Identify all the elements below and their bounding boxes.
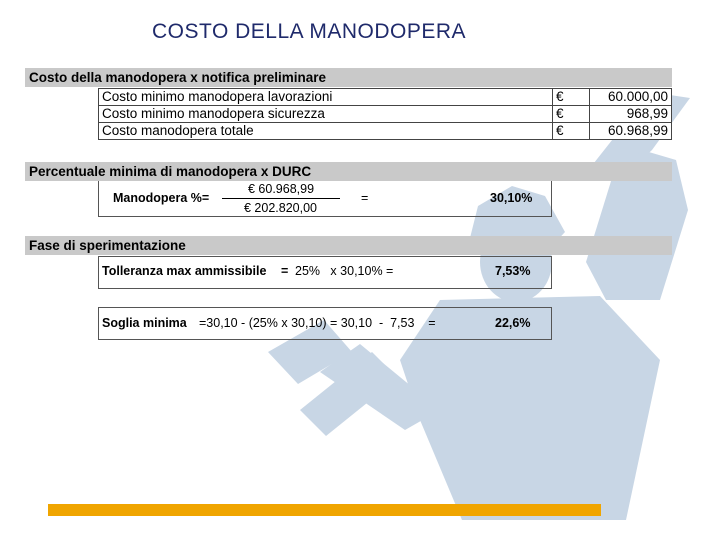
tolerance-expression: 25% x 30,10% =: [295, 264, 394, 278]
row-value: 60.000,00: [589, 88, 672, 106]
durc-result: 30,10%: [490, 191, 533, 205]
threshold-label: Soglia minima: [102, 316, 187, 330]
row-label: Costo manodopera totale: [98, 122, 553, 140]
durc-equals: =: [361, 191, 369, 205]
bottom-accent-bar: [48, 504, 601, 516]
row-label: Costo minimo manodopera lavorazioni: [98, 88, 553, 106]
durc-label: Manodopera %=: [113, 191, 210, 205]
tolerance-equals: =: [281, 264, 289, 278]
section-header-durc: Percentuale minima di manodopera x DURC: [25, 162, 672, 181]
tolerance-label: Tolleranza max ammissibile: [102, 264, 267, 278]
table-row: Costo manodopera totale € 60.968,99: [98, 122, 672, 140]
section-header-sperimentazione: Fase di sperimentazione: [25, 236, 672, 255]
fraction-line: [222, 198, 340, 199]
durc-denominator: € 202.820,00: [244, 201, 317, 215]
threshold-expression: =30,10 - (25% x 30,10) = 30,10 - 7,53 =: [199, 316, 436, 330]
row-currency: €: [552, 88, 590, 106]
tolerance-result: 7,53%: [495, 264, 531, 278]
cost-table: Costo minimo manodopera lavorazioni € 60…: [98, 88, 672, 140]
section-header-notifica: Costo della manodopera x notifica prelim…: [25, 68, 672, 87]
table-row: Costo minimo manodopera sicurezza € 968,…: [98, 105, 672, 123]
row-label: Costo minimo manodopera sicurezza: [98, 105, 553, 123]
durc-numerator: € 60.968,99: [248, 182, 315, 196]
table-row: Costo minimo manodopera lavorazioni € 60…: [98, 88, 672, 106]
durc-box: [98, 181, 552, 217]
row-value: 60.968,99: [589, 122, 672, 140]
threshold-result: 22,6%: [495, 316, 531, 330]
threshold-box: [98, 307, 552, 340]
row-value: 968,99: [589, 105, 672, 123]
row-currency: €: [552, 105, 590, 123]
row-currency: €: [552, 122, 590, 140]
page-title: COSTO DELLA MANODOPERA: [152, 20, 467, 43]
tolerance-box: [98, 256, 552, 289]
